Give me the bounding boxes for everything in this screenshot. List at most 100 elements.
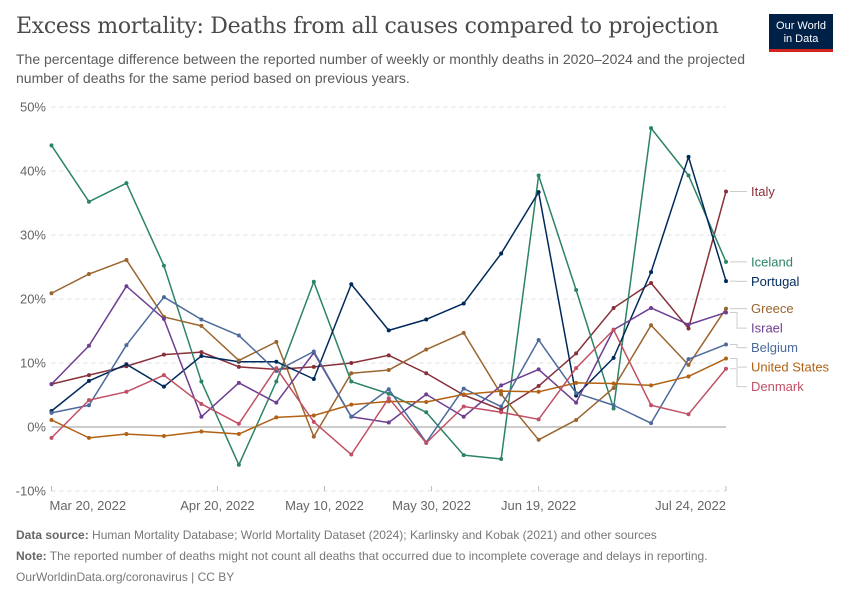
data-point[interactable]	[461, 404, 466, 409]
data-point[interactable]	[236, 333, 241, 338]
data-point[interactable]	[536, 389, 541, 394]
data-point[interactable]	[311, 349, 316, 354]
legend-item-portugal[interactable]: Portugal	[730, 274, 800, 289]
data-point[interactable]	[199, 414, 204, 419]
data-point[interactable]	[124, 257, 129, 262]
data-point[interactable]	[611, 327, 616, 332]
data-point[interactable]	[386, 387, 391, 392]
data-point[interactable]	[724, 310, 728, 315]
data-point[interactable]	[161, 384, 166, 389]
data-point[interactable]	[349, 402, 354, 407]
data-point[interactable]	[611, 381, 616, 386]
legend-item-united-states[interactable]: United States	[730, 358, 830, 375]
data-point[interactable]	[686, 374, 691, 379]
data-point[interactable]	[124, 181, 129, 186]
data-point[interactable]	[86, 398, 91, 403]
data-point[interactable]	[386, 328, 391, 333]
data-point[interactable]	[649, 323, 654, 328]
data-point[interactable]	[649, 421, 654, 426]
data-point[interactable]	[124, 362, 129, 367]
legend-item-israel[interactable]: Israel	[730, 311, 783, 336]
data-point[interactable]	[349, 371, 354, 376]
data-point[interactable]	[686, 326, 691, 331]
data-point[interactable]	[574, 417, 579, 422]
legend-label[interactable]: Portugal	[751, 274, 800, 289]
data-point[interactable]	[611, 355, 616, 360]
data-point[interactable]	[649, 126, 654, 131]
data-point[interactable]	[499, 251, 504, 256]
data-point[interactable]	[311, 434, 316, 439]
data-point[interactable]	[236, 462, 241, 467]
data-point[interactable]	[649, 270, 654, 275]
data-point[interactable]	[274, 415, 279, 420]
credit-link[interactable]: OurWorldinData.org/coronavirus | CC BY	[16, 570, 235, 584]
data-point[interactable]	[86, 403, 91, 408]
data-point[interactable]	[499, 389, 504, 394]
data-point[interactable]	[199, 353, 204, 358]
data-point[interactable]	[49, 410, 54, 415]
data-point[interactable]	[574, 366, 579, 371]
data-point[interactable]	[536, 173, 541, 178]
data-point[interactable]	[686, 357, 691, 362]
data-point[interactable]	[499, 410, 504, 415]
data-point[interactable]	[161, 373, 166, 378]
data-point[interactable]	[461, 414, 466, 419]
data-point[interactable]	[349, 379, 354, 384]
data-point[interactable]	[349, 414, 354, 419]
data-point[interactable]	[686, 412, 691, 417]
data-point[interactable]	[274, 366, 279, 371]
data-point[interactable]	[499, 383, 504, 388]
legend-label[interactable]: Italy	[751, 184, 775, 199]
data-point[interactable]	[686, 322, 691, 327]
data-point[interactable]	[536, 190, 541, 195]
data-point[interactable]	[499, 404, 504, 409]
data-point[interactable]	[461, 301, 466, 306]
data-point[interactable]	[236, 358, 241, 363]
data-point[interactable]	[161, 295, 166, 300]
data-point[interactable]	[611, 385, 616, 390]
data-point[interactable]	[236, 380, 241, 385]
data-point[interactable]	[199, 401, 204, 406]
data-point[interactable]	[49, 143, 54, 148]
data-point[interactable]	[724, 366, 728, 371]
legend-label[interactable]: Denmark	[751, 379, 804, 394]
data-point[interactable]	[274, 400, 279, 405]
data-point[interactable]	[499, 457, 504, 461]
data-point[interactable]	[86, 272, 91, 277]
data-point[interactable]	[611, 406, 616, 411]
data-point[interactable]	[386, 396, 391, 401]
data-point[interactable]	[724, 306, 728, 311]
data-point[interactable]	[649, 281, 654, 285]
data-point[interactable]	[49, 417, 54, 422]
data-point[interactable]	[724, 356, 728, 361]
legend-label[interactable]: Iceland	[751, 254, 793, 269]
legend-label[interactable]: Belgium	[751, 340, 798, 355]
series-line[interactable]	[51, 156, 727, 412]
data-point[interactable]	[611, 305, 616, 310]
data-point[interactable]	[649, 403, 654, 408]
data-point[interactable]	[124, 432, 129, 437]
data-point[interactable]	[311, 419, 316, 424]
legend-item-iceland[interactable]: Iceland	[730, 254, 793, 269]
series-belgium[interactable]	[49, 295, 729, 445]
series-united-states[interactable]	[49, 356, 729, 440]
data-point[interactable]	[386, 368, 391, 373]
data-point[interactable]	[386, 420, 391, 425]
data-point[interactable]	[199, 379, 204, 384]
data-point[interactable]	[574, 351, 579, 356]
data-point[interactable]	[49, 435, 54, 440]
data-point[interactable]	[724, 189, 728, 194]
data-point[interactable]	[424, 392, 429, 397]
data-point[interactable]	[461, 392, 466, 397]
data-point[interactable]	[686, 362, 691, 367]
data-point[interactable]	[686, 154, 691, 159]
legend-item-belgium[interactable]: Belgium	[730, 340, 798, 355]
data-point[interactable]	[424, 371, 429, 376]
data-point[interactable]	[86, 373, 91, 378]
data-point[interactable]	[161, 352, 166, 357]
series-line[interactable]	[50, 127, 727, 466]
data-point[interactable]	[86, 378, 91, 383]
data-point[interactable]	[461, 386, 466, 391]
data-point[interactable]	[574, 391, 579, 396]
data-point[interactable]	[311, 413, 316, 418]
